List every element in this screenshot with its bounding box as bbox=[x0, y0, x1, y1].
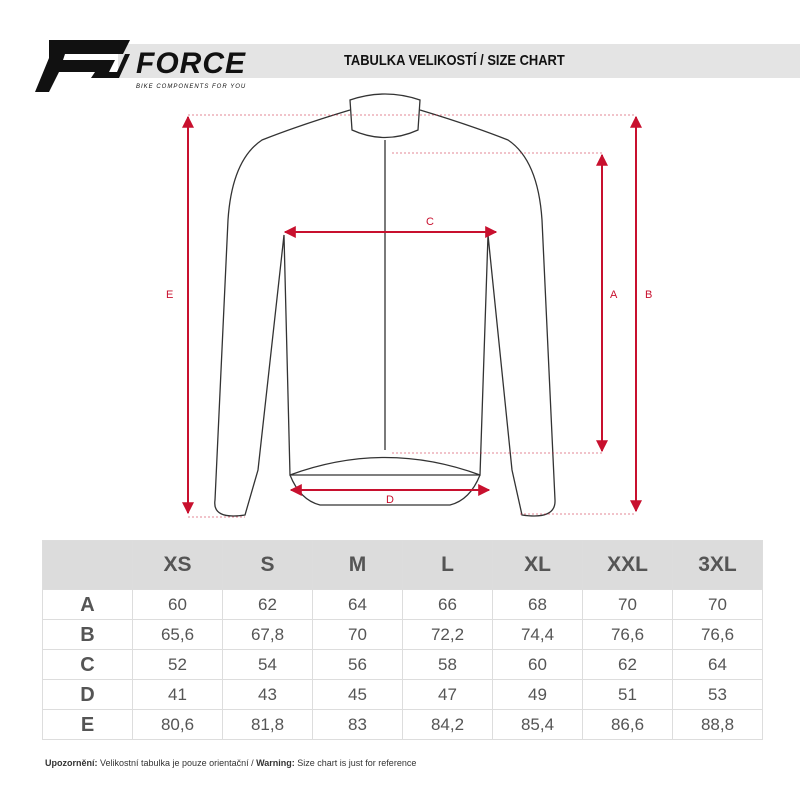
column-header-xxl: XXL bbox=[582, 540, 673, 590]
row-label: C bbox=[42, 649, 133, 680]
column-header-m: M bbox=[312, 540, 403, 590]
table-cell: 66 bbox=[402, 589, 493, 620]
row-label: A bbox=[42, 589, 133, 620]
brand-tagline: BIKE COMPONENTS FOR YOU bbox=[136, 84, 247, 90]
footer-warning: Upozornění: Velikostní tabulka je pouze … bbox=[45, 758, 416, 769]
table-cell: 56 bbox=[312, 649, 403, 680]
table-cell: 68 bbox=[492, 589, 583, 620]
table-row: D 41 43 45 47 49 51 53 bbox=[42, 679, 763, 710]
table-cell: 62 bbox=[582, 649, 673, 680]
label-b: B bbox=[645, 289, 652, 301]
row-label: D bbox=[42, 679, 133, 710]
table-cell: 76,6 bbox=[672, 619, 763, 650]
warning-en-label: Warning: bbox=[256, 758, 295, 768]
row-label: E bbox=[42, 709, 133, 740]
table-cell: 58 bbox=[402, 649, 493, 680]
force-logo-icon bbox=[35, 40, 130, 92]
column-header-s: S bbox=[222, 540, 313, 590]
table-row: C 52 54 56 58 60 62 64 bbox=[42, 649, 763, 680]
table-cell: 65,6 bbox=[132, 619, 223, 650]
table-cell: 64 bbox=[672, 649, 763, 680]
column-header-3xl: 3XL bbox=[672, 540, 763, 590]
table-cell: 49 bbox=[492, 679, 583, 710]
table-cell: 43 bbox=[222, 679, 313, 710]
header-band bbox=[118, 44, 800, 78]
brand-name: FORCE bbox=[136, 47, 246, 80]
table-cell: 60 bbox=[132, 589, 223, 620]
label-a: A bbox=[610, 289, 618, 301]
corner-cell bbox=[42, 540, 133, 590]
jacket-outline bbox=[214, 93, 556, 517]
label-e: E bbox=[166, 289, 173, 301]
label-d: D bbox=[386, 494, 394, 506]
column-header-xs: XS bbox=[132, 540, 223, 590]
table-cell: 84,2 bbox=[402, 709, 493, 740]
table-cell: 51 bbox=[582, 679, 673, 710]
table-cell: 67,8 bbox=[222, 619, 313, 650]
table-cell: 80,6 bbox=[132, 709, 223, 740]
table-cell: 60 bbox=[492, 649, 583, 680]
table-cell: 64 bbox=[312, 589, 403, 620]
table-cell: 76,6 bbox=[582, 619, 673, 650]
row-label: B bbox=[42, 619, 133, 650]
table-cell: 53 bbox=[672, 679, 763, 710]
jacket-diagram: E A B C D bbox=[166, 93, 652, 518]
table-cell: 54 bbox=[222, 649, 313, 680]
table-row: E 80,6 81,8 83 84,2 85,4 86,6 88,8 bbox=[42, 709, 763, 740]
table-cell: 47 bbox=[402, 679, 493, 710]
table-cell: 70 bbox=[582, 589, 673, 620]
table-cell: 74,4 bbox=[492, 619, 583, 650]
table-row: B 65,6 67,8 70 72,2 74,4 76,6 76,6 bbox=[42, 619, 763, 650]
label-c: C bbox=[426, 216, 434, 228]
table-cell: 41 bbox=[132, 679, 223, 710]
table-cell: 70 bbox=[312, 619, 403, 650]
table-cell: 83 bbox=[312, 709, 403, 740]
table-cell: 88,8 bbox=[672, 709, 763, 740]
table-cell: 70 bbox=[672, 589, 763, 620]
table-cell: 85,4 bbox=[492, 709, 583, 740]
table-cell: 45 bbox=[312, 679, 403, 710]
warning-cz: Velikostní tabulka je pouze orientační / bbox=[97, 758, 257, 768]
warning-cz-label: Upozornění: bbox=[45, 758, 98, 768]
page-title: TABULKA VELIKOSTÍ / SIZE CHART bbox=[344, 52, 565, 69]
column-header-xl: XL bbox=[492, 540, 583, 590]
table-cell: 81,8 bbox=[222, 709, 313, 740]
warning-en: Size chart is just for reference bbox=[294, 758, 417, 768]
table-cell: 86,6 bbox=[582, 709, 673, 740]
size-table: XS S M L XL XXL 3XL A 60 62 64 66 68 70 70 B 65,6 67,8 70… bbox=[42, 540, 763, 740]
column-header-l: L bbox=[402, 540, 493, 590]
table-cell: 62 bbox=[222, 589, 313, 620]
table-cell: 52 bbox=[132, 649, 223, 680]
table-row: A 60 62 64 66 68 70 70 bbox=[42, 589, 763, 620]
table-cell: 72,2 bbox=[402, 619, 493, 650]
